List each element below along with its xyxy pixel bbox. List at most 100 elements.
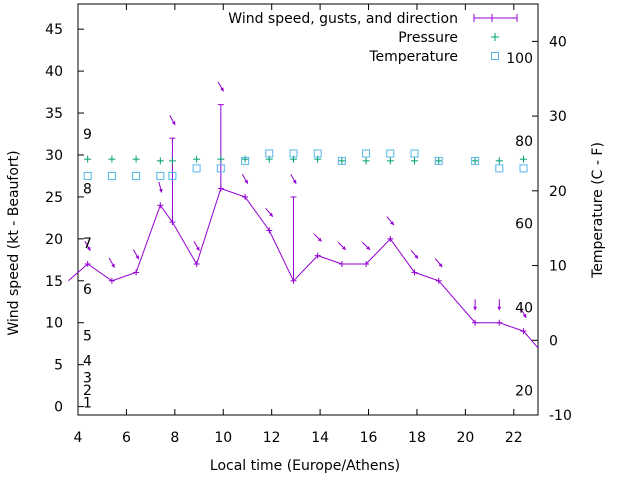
direction-arrow-head xyxy=(87,246,91,251)
gust-bars-layer xyxy=(169,104,297,281)
direction-arrow-head xyxy=(390,221,394,226)
direction-arrow-head xyxy=(414,254,419,259)
fahrenheit-labels-layer: 20 40 60 80 100 xyxy=(506,51,533,400)
fahrenheit-label: 40 xyxy=(515,300,533,316)
temperature-point xyxy=(337,156,346,165)
y2-tick-label: 10 xyxy=(549,259,567,275)
plot-frame-layer xyxy=(77,3,539,416)
direction-arrow-head xyxy=(244,179,248,184)
direction-arrow-head xyxy=(171,121,176,125)
temperature-point xyxy=(241,156,250,165)
y-tick-label: 10 xyxy=(45,316,63,332)
legend-label-temperature: Temperature xyxy=(368,49,458,65)
direction-arrow-head xyxy=(292,179,297,184)
wind-series-layer xyxy=(67,185,539,349)
temperature-point xyxy=(495,164,504,173)
beaufort-label: 7 xyxy=(83,236,92,252)
direction-arrow-head xyxy=(159,188,163,193)
beaufort-label: 9 xyxy=(83,127,92,143)
temperature-point xyxy=(168,171,177,180)
direction-arrow-head xyxy=(522,313,527,318)
x-tick-label: 22 xyxy=(505,430,523,446)
beaufort-label: 1 xyxy=(83,395,92,411)
temperature-series-layer xyxy=(83,149,528,180)
direction-arrow-head xyxy=(473,306,477,311)
x-tick-label: 18 xyxy=(408,430,426,446)
direction-arrow-head xyxy=(317,237,322,242)
y-tick-label: 45 xyxy=(45,22,63,38)
y-tick-label: 5 xyxy=(54,358,63,374)
beaufort-label: 2 xyxy=(83,383,92,399)
y2-tick-label: 30 xyxy=(549,109,567,125)
y-tick-label: 25 xyxy=(45,190,63,206)
direction-arrow-head xyxy=(366,246,370,250)
legend-label-pressure: Pressure xyxy=(398,30,458,46)
beaufort-label: 6 xyxy=(83,282,92,298)
fahrenheit-label: 60 xyxy=(515,217,533,233)
x-tick-label: 16 xyxy=(360,430,378,446)
direction-arrow-head xyxy=(135,255,139,260)
y-tick-label: 15 xyxy=(45,274,63,290)
temperature-point xyxy=(216,164,225,173)
x-tick-label: 4 xyxy=(74,430,83,446)
x-tick-label: 10 xyxy=(214,430,232,446)
temperature-point xyxy=(132,171,141,180)
legend-label-wind: Wind speed, gusts, and direction xyxy=(228,11,458,27)
y-tick-label: 35 xyxy=(45,106,63,122)
temperature-point xyxy=(289,149,298,158)
x-tick-label: 12 xyxy=(263,430,281,446)
direction-arrow-head xyxy=(269,212,273,217)
temperature-point xyxy=(192,164,201,173)
direction-arrow-head xyxy=(497,306,502,311)
direction-arrow-head xyxy=(220,87,224,92)
temperature-point xyxy=(410,149,419,158)
legend-sample-pressure xyxy=(491,33,499,41)
temperature-point xyxy=(107,171,116,180)
axis-ticks-layer: 4 6 8 10 12 14 16 18 20 22051015202530354045-1001… xyxy=(45,4,572,446)
legend-square xyxy=(491,52,499,60)
wind-line xyxy=(67,187,539,349)
y-tick-label: 40 xyxy=(45,64,63,80)
y2-tick-label: 20 xyxy=(549,184,567,200)
legend-sample-wind xyxy=(473,14,518,22)
direction-arrows-layer xyxy=(84,81,527,319)
x-tick-label: 14 xyxy=(311,430,329,446)
y-tick-label: 30 xyxy=(45,148,63,164)
fahrenheit-label: 100 xyxy=(506,51,533,67)
temperature-point xyxy=(265,149,274,158)
temperature-point xyxy=(156,171,165,180)
fahrenheit-label: 20 xyxy=(515,383,533,399)
temperature-point xyxy=(83,171,92,180)
direction-arrow-head xyxy=(196,246,200,251)
temperature-point xyxy=(519,164,528,173)
y2-tick-label: -10 xyxy=(549,408,572,424)
temperature-point xyxy=(313,149,322,158)
direction-arrow-head xyxy=(341,246,346,250)
y2-axis-title: Temperature (C - F) xyxy=(590,142,606,279)
fahrenheit-label: 80 xyxy=(515,134,533,150)
x-tick-label: 20 xyxy=(456,430,474,446)
plot-border xyxy=(77,3,539,416)
x-tick-label: 8 xyxy=(170,430,179,446)
direction-arrow-head xyxy=(438,263,443,267)
y2-tick-label: 0 xyxy=(549,333,558,349)
beaufort-label: 8 xyxy=(83,182,92,198)
legend: Wind speed, gusts, and direction Pressur… xyxy=(228,11,518,65)
temperature-point xyxy=(386,149,395,158)
temperature-point xyxy=(362,149,371,158)
y2-tick-label: 40 xyxy=(549,34,567,50)
temperature-point xyxy=(434,156,443,165)
y-tick-label: 20 xyxy=(45,232,63,248)
beaufort-label: 3 xyxy=(83,370,92,386)
legend-sample-temperature xyxy=(491,52,499,60)
pressure-series-layer xyxy=(84,155,527,165)
beaufort-label: 4 xyxy=(83,353,92,369)
y-tick-label: 0 xyxy=(54,400,63,416)
x-axis-title: Local time (Europe/Athens) xyxy=(210,458,400,474)
beaufort-label: 5 xyxy=(83,328,92,344)
y-axis-title: Wind speed (kt - Beaufort) xyxy=(6,150,22,335)
x-tick-label: 6 xyxy=(122,430,131,446)
direction-arrow-head xyxy=(111,263,115,268)
